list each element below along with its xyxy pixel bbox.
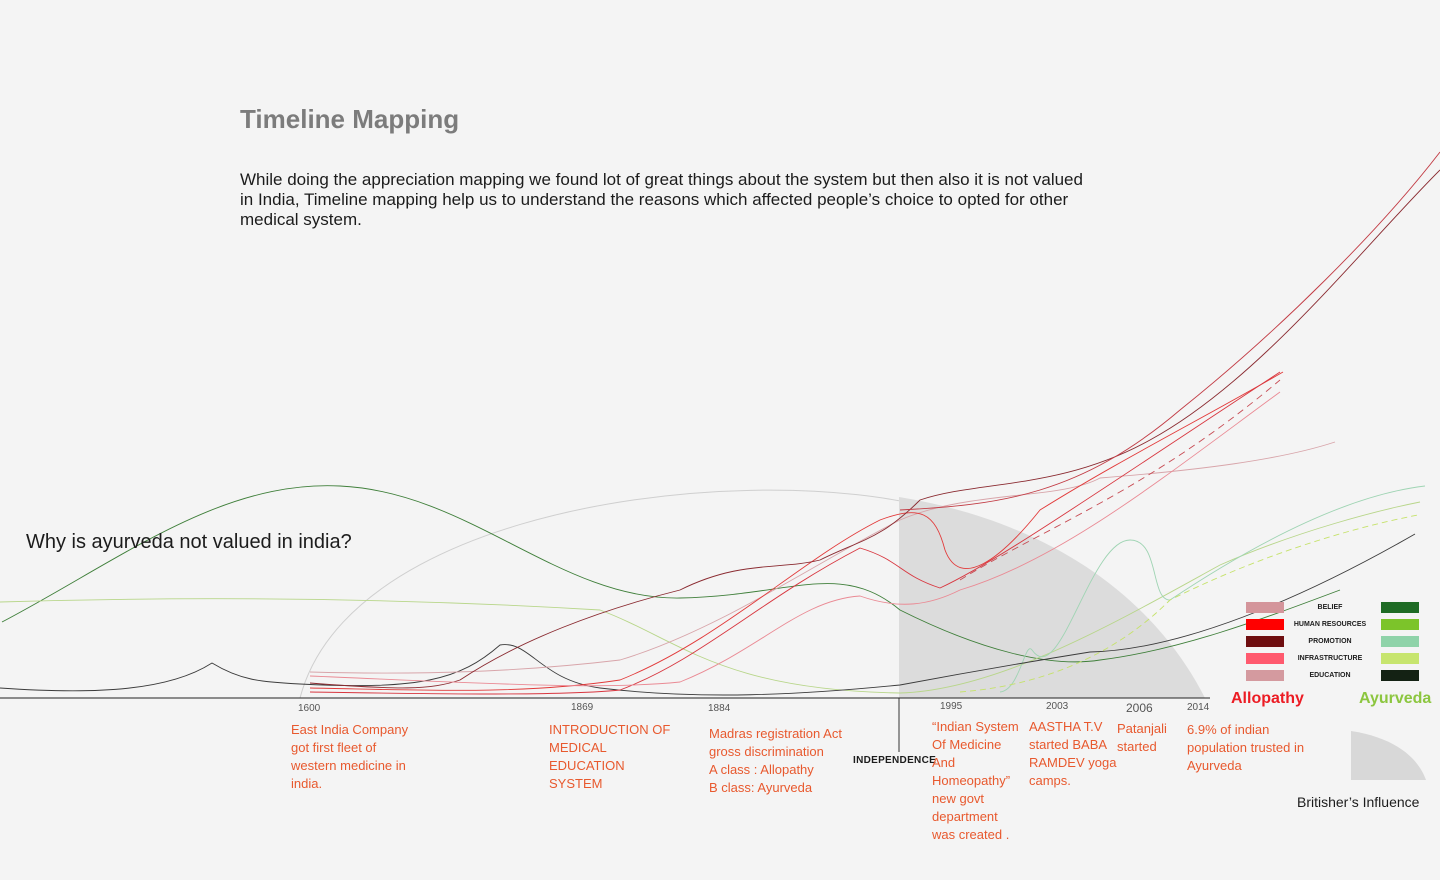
event-line: And [932, 755, 956, 770]
event-line: got first fleet of [291, 740, 377, 755]
event-line: Homeopathy” [932, 773, 1011, 788]
britishers-influence-label: Britisher’s Influence [1297, 794, 1420, 810]
allopathy-infrastructure-line [309, 371, 1281, 695]
legend-label: INFRASTRUCTURE [1297, 655, 1363, 662]
ayurveda-education-line [0, 533, 1416, 696]
event-1995: “Indian System Of Medicine And Homeopath… [932, 718, 1019, 844]
event-line: india. [291, 776, 323, 791]
event-line: RAMDEV yoga [1029, 755, 1117, 770]
legend-row-human-resources: HUMAN RESOURCES [1244, 619, 1440, 630]
x-tick-1995: 1995 [940, 701, 963, 712]
legend-swatch-ayurveda [1381, 653, 1419, 664]
event-line: department [932, 809, 998, 824]
x-tick-1600: 1600 [298, 703, 321, 714]
event-line: EDUCATION [549, 758, 625, 773]
legend-group-allopathy: Allopathy [1231, 690, 1304, 707]
page-title: Timeline Mapping [240, 104, 460, 134]
legend-swatch-allopathy [1246, 619, 1284, 630]
legend-swatch-ayurveda [1381, 670, 1419, 681]
legend-label: HUMAN RESOURCES [1293, 621, 1367, 628]
legend-swatch-allopathy [1246, 636, 1284, 647]
event-line: was created . [932, 827, 1010, 842]
intro-paragraph: While doing the appreciation mapping we … [240, 170, 1083, 229]
allopathy-trend-line [899, 151, 1440, 511]
event-line: INTRODUCTION OF [549, 722, 671, 737]
event-line: East India Company [291, 722, 409, 737]
allopathy-hr-line [309, 371, 1284, 691]
event-1884: Madras registration Act gross discrimina… [709, 725, 842, 797]
event-line: new govt [932, 791, 985, 806]
event-2003: AASTHA T.V started BABA RAMDEV yoga camp… [1029, 718, 1116, 790]
allopathy-belief-line [309, 441, 1336, 674]
independence-marker-label: INDEPENDENCE [853, 755, 937, 766]
legend-label: EDUCATION [1309, 672, 1351, 679]
legend-swatch-allopathy [1246, 602, 1284, 613]
britishers-influence-swatch [1351, 731, 1426, 780]
ayurveda-hr-line [0, 501, 1421, 694]
legend-group-ayurveda: Ayurveda [1359, 690, 1432, 707]
legend-swatch-allopathy [1246, 653, 1284, 664]
legend-swatch-allopathy [1246, 670, 1284, 681]
event-line: Of Medicine [932, 737, 1002, 752]
legend-label: BELIEF [1317, 604, 1343, 611]
allopathy-dashed-line [959, 379, 1281, 581]
x-tick-1884: 1884 [708, 703, 731, 714]
event-line: A class : Allopathy [709, 762, 814, 777]
event-line: B class: Ayurveda [709, 780, 813, 795]
event-line: camps. [1029, 773, 1071, 788]
event-line: AASTHA T.V [1029, 719, 1103, 734]
ayurveda-belief-line [1, 485, 1341, 663]
legend-row-infrastructure: INFRASTRUCTURE [1244, 653, 1440, 664]
event-line: started BABA [1029, 737, 1108, 752]
legend-swatch-ayurveda [1381, 636, 1419, 647]
event-line: “Indian System [932, 719, 1019, 734]
legend-row-education: EDUCATION [1244, 670, 1440, 681]
x-tick-1869: 1869 [571, 702, 594, 713]
event-line: Ayurveda [1187, 758, 1242, 773]
event-line: Patanjali [1117, 721, 1167, 736]
britishers-influence-region [899, 497, 1205, 698]
allopathy-promotion-line [309, 169, 1440, 689]
event-line: gross discrimination [709, 744, 824, 759]
chart-question: Why is ayurveda not valued in india? [26, 531, 352, 553]
legend-row-belief: BELIEF [1244, 602, 1440, 613]
event-line: started [1117, 739, 1157, 754]
legend-row-promotion: PROMOTION [1244, 636, 1440, 647]
x-tick-2006: 2006 [1126, 701, 1153, 715]
legend-swatch-ayurveda [1381, 602, 1419, 613]
event-line: MEDICAL [549, 740, 607, 755]
event-line: population trusted in [1187, 740, 1305, 755]
event-2006: Patanjali started [1117, 720, 1167, 756]
event-line: Madras registration Act [709, 726, 842, 741]
x-tick-2003: 2003 [1046, 701, 1069, 712]
event-1869: INTRODUCTION OF MEDICAL EDUCATION SYSTEM [549, 721, 670, 793]
event-1600: East India Company got first fleet of we… [291, 721, 408, 793]
legend-label: PROMOTION [1308, 638, 1352, 645]
x-tick-2014: 2014 [1187, 702, 1210, 713]
event-line: western medicine in [291, 758, 406, 773]
allopathy-education-line [309, 391, 1281, 687]
ayurveda-promotion-line [999, 485, 1426, 693]
event-line: SYSTEM [549, 776, 603, 791]
legend-swatch-ayurveda [1381, 619, 1419, 630]
event-2014: 6.9% of indian population trusted in Ayu… [1187, 721, 1304, 775]
ayurveda-infrastructure-line [959, 514, 1419, 693]
event-line: 6.9% of indian [1187, 722, 1270, 737]
